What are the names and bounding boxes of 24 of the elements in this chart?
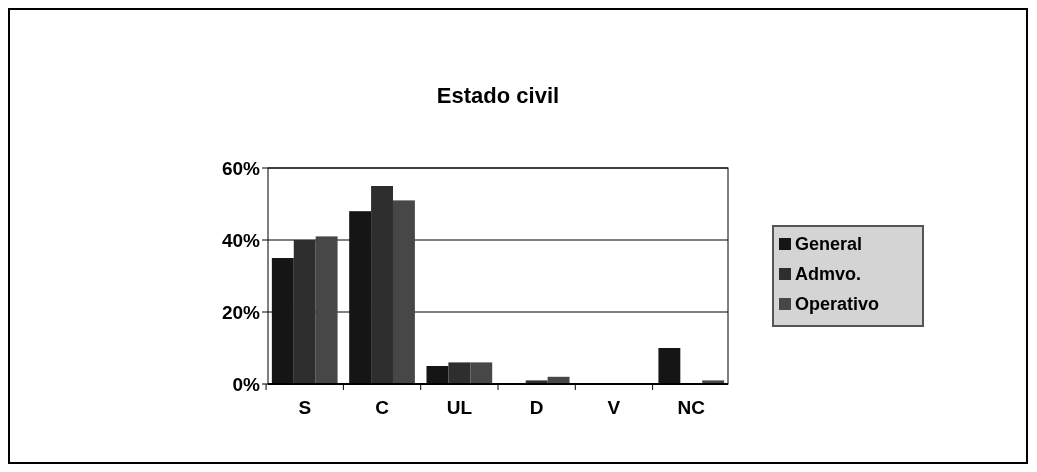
bar bbox=[315, 236, 338, 384]
bar bbox=[470, 362, 493, 384]
bar bbox=[349, 211, 372, 384]
legend-label: Admvo. bbox=[795, 264, 862, 285]
y-tick-label: 40% bbox=[221, 229, 261, 251]
bar bbox=[448, 362, 471, 384]
chart-title: Estado civil bbox=[436, 83, 560, 108]
bar bbox=[271, 258, 294, 384]
y-tick-label: 20% bbox=[221, 301, 261, 323]
legend-label: General bbox=[795, 234, 863, 255]
bar bbox=[371, 186, 393, 384]
x-tick-label: D bbox=[529, 397, 544, 418]
y-tick-label: 60% bbox=[221, 157, 261, 179]
x-tick-label: NC bbox=[677, 397, 706, 418]
legend-label: Operativo bbox=[795, 294, 880, 315]
bar bbox=[293, 240, 316, 384]
bar bbox=[426, 366, 449, 384]
bar bbox=[658, 348, 681, 384]
x-tick-label: C bbox=[375, 397, 390, 418]
x-tick-label: V bbox=[607, 397, 621, 418]
x-tick-label: S bbox=[298, 397, 312, 418]
x-tick-label: UL bbox=[446, 397, 473, 418]
bar bbox=[392, 200, 415, 384]
y-tick-label: 0% bbox=[232, 373, 261, 395]
